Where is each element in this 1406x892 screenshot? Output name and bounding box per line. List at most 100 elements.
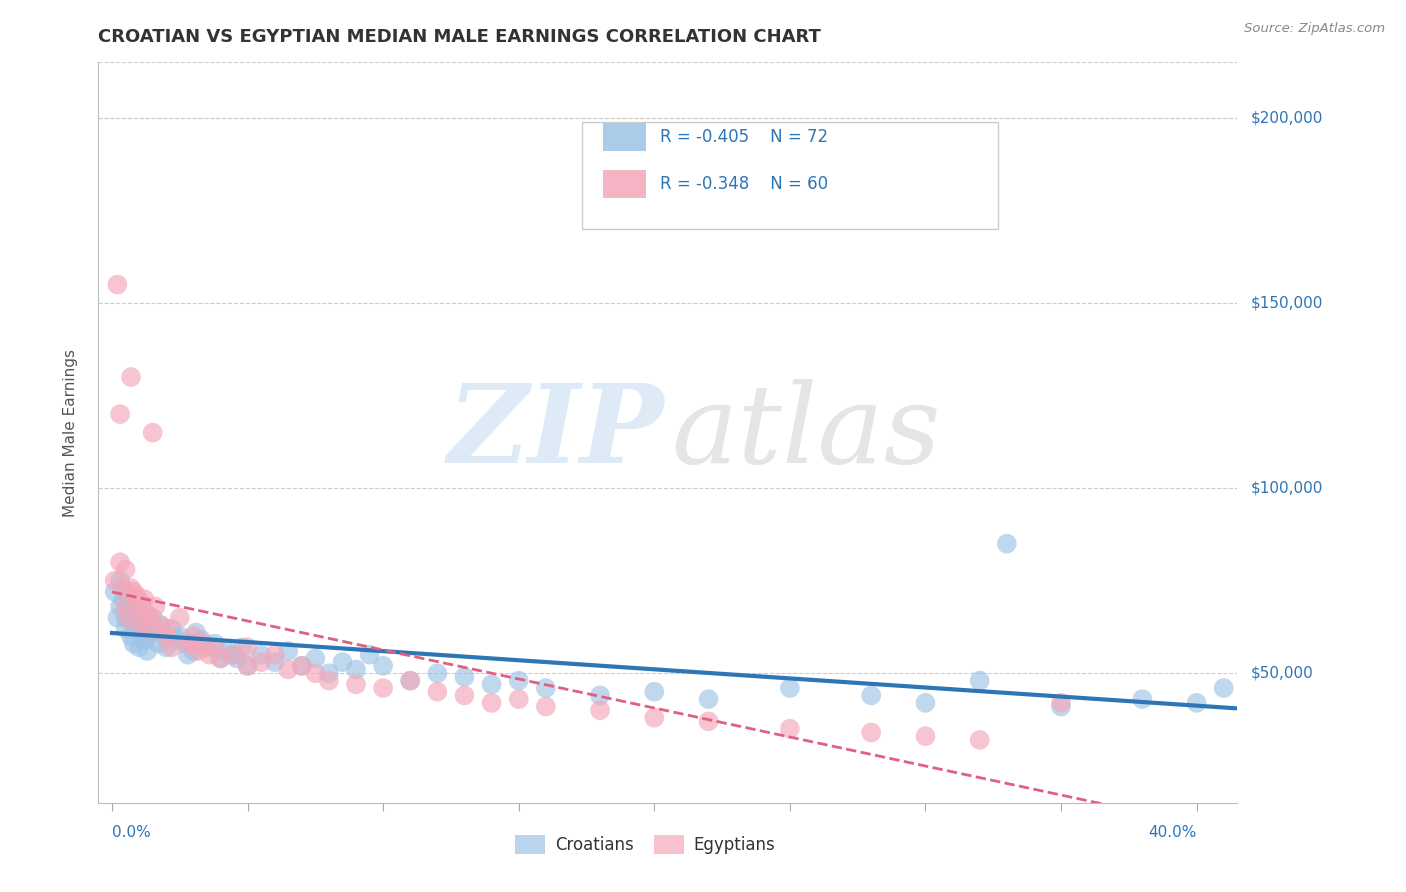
Point — [117, 610, 139, 624]
Point — [169, 610, 191, 624]
Point — [195, 640, 218, 655]
Point — [174, 637, 197, 651]
Point — [198, 648, 221, 662]
Point — [145, 625, 167, 640]
Point — [134, 592, 156, 607]
Point — [225, 651, 247, 665]
Point — [125, 589, 148, 603]
Point — [215, 644, 238, 658]
Point — [1132, 692, 1154, 706]
Point — [359, 648, 381, 662]
Point — [125, 596, 148, 610]
Point — [160, 622, 183, 636]
Point — [155, 629, 177, 643]
Point — [131, 603, 153, 617]
Point — [114, 599, 136, 614]
Point — [779, 722, 801, 736]
Point — [107, 610, 129, 624]
Text: ZIP: ZIP — [447, 379, 665, 486]
Point — [104, 584, 127, 599]
Point — [134, 615, 156, 629]
Point — [131, 603, 153, 617]
Point — [142, 425, 165, 440]
Point — [318, 673, 340, 688]
Point — [399, 673, 422, 688]
Point — [643, 711, 665, 725]
Point — [914, 729, 936, 743]
Point — [145, 599, 167, 614]
Point — [304, 651, 326, 665]
Point — [122, 607, 145, 621]
Point — [136, 629, 159, 643]
Point — [236, 640, 259, 655]
Point — [231, 640, 253, 655]
Point — [108, 407, 131, 421]
Point — [277, 644, 299, 658]
Point — [969, 732, 991, 747]
Point — [643, 685, 665, 699]
Point — [146, 637, 169, 651]
Point — [1212, 681, 1234, 695]
Point — [114, 622, 136, 636]
Point — [190, 632, 212, 647]
Point — [697, 714, 720, 729]
Point — [481, 677, 503, 691]
Point — [969, 673, 991, 688]
Point — [277, 663, 299, 677]
Point — [453, 670, 475, 684]
Point — [108, 574, 131, 588]
Point — [111, 581, 134, 595]
Point — [177, 648, 200, 662]
Y-axis label: Median Male Earnings: Median Male Earnings — [63, 349, 77, 516]
Point — [120, 615, 142, 629]
Point — [136, 607, 159, 621]
Point — [221, 648, 243, 662]
Point — [371, 681, 394, 695]
Bar — [603, 169, 647, 198]
Point — [534, 681, 557, 695]
Point — [139, 610, 162, 624]
Point — [1050, 699, 1073, 714]
Bar — [603, 123, 647, 152]
Point — [131, 625, 153, 640]
Legend: Croatians, Egyptians: Croatians, Egyptians — [508, 829, 782, 861]
Point — [371, 658, 394, 673]
Point — [183, 644, 205, 658]
FancyBboxPatch shape — [582, 121, 998, 229]
Point — [155, 622, 177, 636]
Point — [332, 655, 354, 669]
Point — [117, 599, 139, 614]
Text: 0.0%: 0.0% — [112, 825, 150, 840]
Point — [114, 610, 136, 624]
Point — [117, 589, 139, 603]
Point — [481, 696, 503, 710]
Point — [108, 599, 131, 614]
Point — [222, 648, 245, 662]
Point — [136, 644, 159, 658]
Text: R = -0.348    N = 60: R = -0.348 N = 60 — [659, 175, 828, 193]
Point — [453, 689, 475, 703]
Point — [193, 637, 215, 651]
Point — [136, 622, 159, 636]
Point — [589, 703, 612, 717]
Text: $200,000: $200,000 — [1251, 111, 1323, 126]
Point — [155, 640, 177, 655]
Point — [183, 637, 205, 651]
Point — [250, 655, 273, 669]
Point — [184, 625, 207, 640]
Point — [291, 658, 314, 673]
Point — [204, 637, 226, 651]
Point — [399, 673, 422, 688]
Point — [125, 592, 148, 607]
Point — [344, 663, 367, 677]
Point — [860, 725, 883, 739]
Point — [128, 618, 150, 632]
Text: CROATIAN VS EGYPTIAN MEDIAN MALE EARNINGS CORRELATION CHART: CROATIAN VS EGYPTIAN MEDIAN MALE EARNING… — [98, 28, 821, 45]
Point — [426, 685, 449, 699]
Text: $150,000: $150,000 — [1251, 295, 1323, 310]
Point — [263, 655, 285, 669]
Point — [1185, 696, 1208, 710]
Point — [122, 584, 145, 599]
Point — [318, 666, 340, 681]
Point — [149, 618, 172, 632]
